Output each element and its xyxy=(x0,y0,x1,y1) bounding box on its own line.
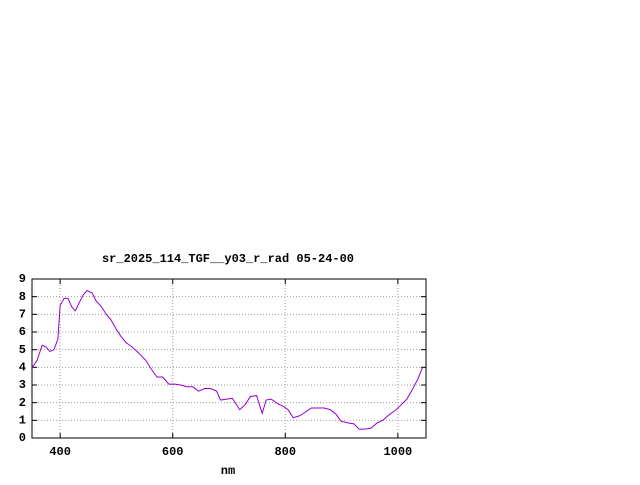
y-tick-label: 8 xyxy=(19,290,26,304)
x-axis-label: nm xyxy=(221,464,235,478)
x-tick-label: 1000 xyxy=(383,445,412,459)
y-tick-label: 2 xyxy=(19,396,26,410)
x-tick-label: 600 xyxy=(162,445,184,459)
y-tick-label: 6 xyxy=(19,325,26,339)
chart-title: sr_2025_114_TGF__y03_r_rad 05-24-00 xyxy=(102,252,354,266)
data-line xyxy=(31,289,424,430)
y-tick-label: 1 xyxy=(19,414,26,428)
plot-frame xyxy=(31,278,427,439)
y-tick-label: 7 xyxy=(19,308,26,322)
y-tick-label: 9 xyxy=(19,272,26,286)
x-tick-label: 400 xyxy=(49,445,71,459)
y-tick-label: 3 xyxy=(19,378,26,392)
y-tick-label: 4 xyxy=(19,361,26,375)
x-tick-label: 800 xyxy=(274,445,296,459)
y-tick-label: 0 xyxy=(19,431,26,445)
y-tick-label: 5 xyxy=(19,343,26,357)
